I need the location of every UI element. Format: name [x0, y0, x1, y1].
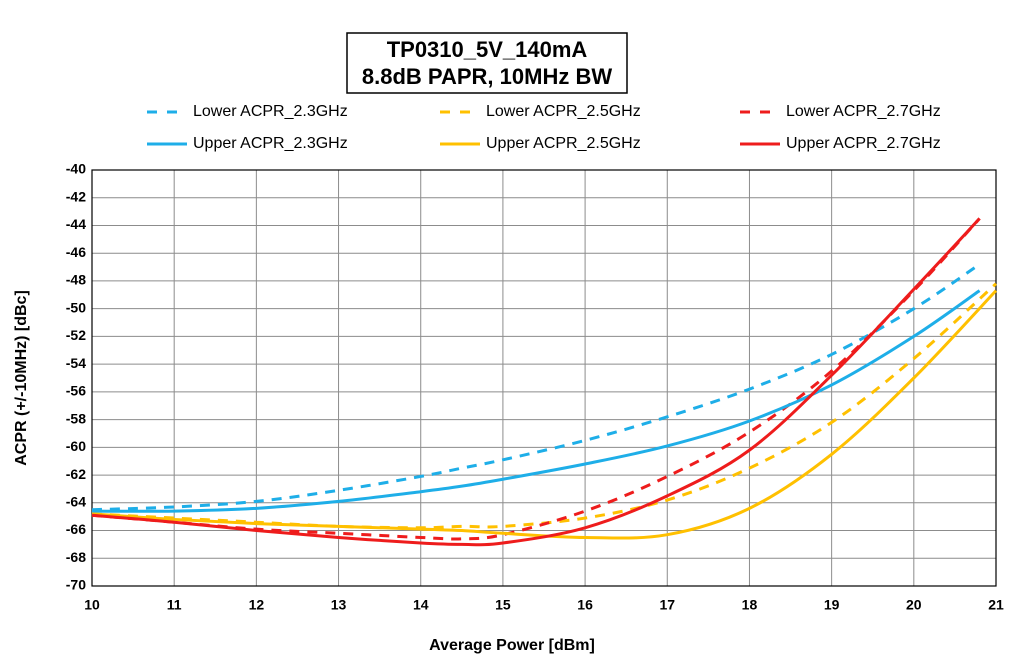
x-tick-label: 17 — [659, 597, 675, 613]
plot-frame — [91, 169, 997, 587]
y-tick-label: -50 — [66, 299, 86, 315]
y-tick-label: -62 — [66, 466, 86, 482]
series-line — [91, 217, 981, 541]
y-tick-label: -68 — [66, 549, 86, 565]
y-tick-label: -60 — [66, 438, 86, 454]
y-tick-label: -44 — [66, 216, 86, 232]
x-tick-label: 10 — [84, 597, 100, 613]
y-axis-title: ACPR (+/-10MHz) [dBc] — [13, 290, 30, 466]
chart-title: TP0310_5V_140mA — [387, 37, 588, 62]
x-tick-label: 12 — [249, 597, 265, 613]
series-line — [91, 289, 998, 540]
y-tick-label: -66 — [66, 521, 86, 537]
chart-subtitle: 8.8dB PAPR, 10MHz BW — [362, 64, 612, 89]
x-tick-label: 11 — [167, 597, 182, 613]
legend-label: Lower ACPR_2.5GHz — [486, 103, 641, 120]
y-tick-label: -64 — [66, 494, 86, 510]
legend-label: Lower ACPR_2.3GHz — [193, 103, 348, 120]
x-tick-label: 19 — [824, 597, 840, 613]
y-tick-label: -48 — [66, 272, 86, 288]
y-tick-label: -70 — [66, 577, 86, 593]
series-line — [91, 289, 981, 513]
x-tick-label: 14 — [413, 597, 429, 613]
legend-label: Upper ACPR_2.7GHz — [786, 135, 941, 152]
x-tick-label: 15 — [495, 597, 511, 613]
y-tick-label: -46 — [66, 244, 86, 260]
series-line — [91, 263, 981, 512]
y-tick-label: -40 — [66, 161, 86, 177]
series-line — [91, 217, 981, 547]
x-tick-label: 21 — [988, 597, 1004, 613]
legend-label: Upper ACPR_2.5GHz — [486, 135, 641, 152]
legend-label: Upper ACPR_2.3GHz — [193, 135, 348, 152]
y-tick-label: -56 — [66, 383, 86, 399]
y-tick-label: -58 — [66, 410, 86, 426]
legend-label: Lower ACPR_2.7GHz — [786, 103, 941, 120]
y-tick-label: -52 — [66, 327, 86, 343]
y-tick-label: -54 — [66, 355, 86, 371]
x-axis-title: Average Power [dBm] — [429, 637, 595, 654]
x-tick-label: 18 — [742, 597, 758, 613]
x-tick-label: 16 — [577, 597, 593, 613]
title-box — [346, 32, 628, 94]
x-tick-label: 13 — [331, 597, 347, 613]
series-line — [91, 282, 998, 530]
y-tick-label: -42 — [66, 188, 86, 204]
x-tick-label: 20 — [906, 597, 922, 613]
